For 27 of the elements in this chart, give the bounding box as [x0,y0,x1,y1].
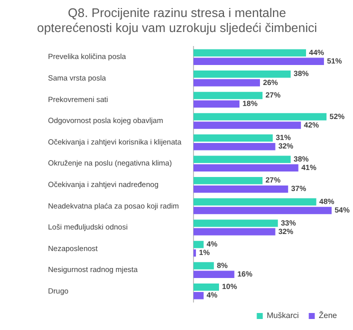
bar [193,292,204,300]
bar [193,142,276,150]
bar [193,122,301,129]
bar [193,198,316,206]
legend-label: Žene [318,311,338,320]
bar [193,164,298,172]
legend-label: Muškarci [266,311,299,320]
bar [193,70,291,78]
chart-title: Q8. Procijenite razinu stresa i mentalne opterećenosti koju vam uzrokuju sljedeći čimbenici [36,5,318,36]
bar [193,156,291,163]
bar [193,92,263,100]
bar [193,206,332,214]
bar [193,270,234,278]
bar [193,240,204,248]
bar [193,49,306,57]
bar [193,249,196,257]
bar [193,100,240,108]
bar [193,58,324,66]
bar [193,262,214,270]
bar [193,220,278,227]
bar [193,79,260,86]
bar [193,134,273,142]
bar [193,113,327,120]
bar [193,283,219,291]
bar [193,228,276,236]
bar [193,177,263,184]
bar [193,186,288,193]
